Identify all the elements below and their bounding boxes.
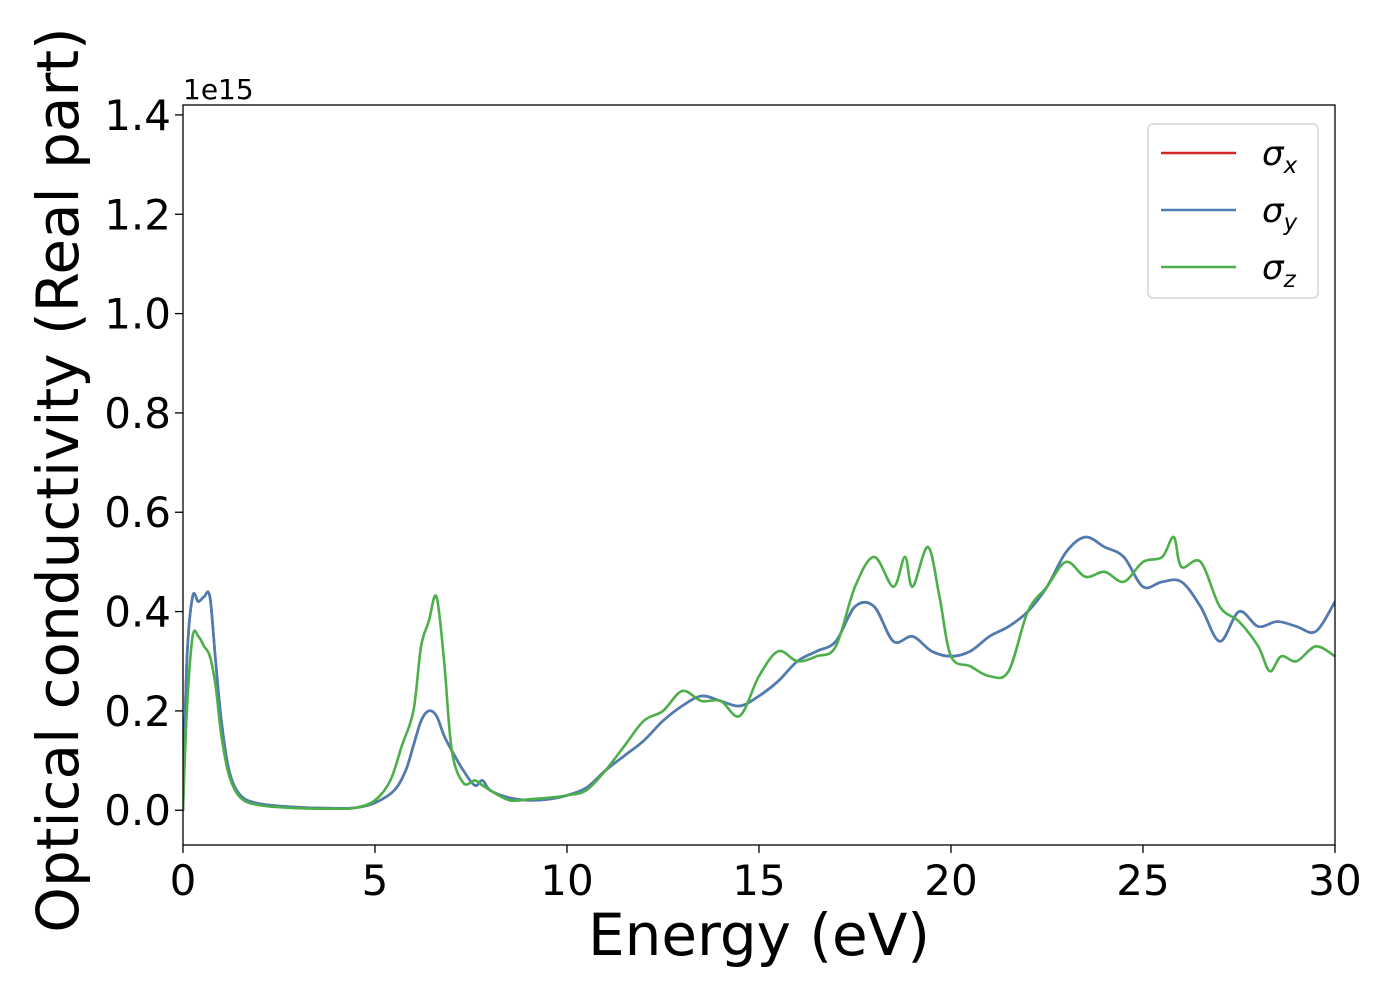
y-axis-offset-label: 1e15 — [183, 73, 254, 106]
y-tick-label: 1.0 — [104, 290, 171, 339]
y-tick-label: 1.2 — [104, 190, 171, 239]
x-tick-label: 20 — [924, 856, 977, 905]
series-line-z — [183, 535, 1335, 812]
y-tick-label: 0.8 — [104, 389, 171, 438]
y-tick-label: 0.0 — [104, 786, 171, 835]
x-tick-label: 10 — [540, 856, 593, 905]
y-tick-label: 0.2 — [104, 687, 171, 736]
x-tick-label: 25 — [1116, 856, 1169, 905]
y-axis-ticks: 0.0 0.2 0.4 0.6 0.8 1.0 1.2 1.4 — [104, 91, 183, 835]
x-axis-ticks: 0 5 10 15 20 25 30 — [170, 845, 1362, 905]
x-tick-label: 15 — [732, 856, 785, 905]
series-group — [183, 535, 1335, 812]
x-tick-label: 5 — [362, 856, 389, 905]
legend-entry-z: σz — [1262, 248, 1297, 293]
y-tick-label: 0.6 — [104, 488, 171, 537]
y-axis-label: Optical conductivity (Real part) — [24, 27, 92, 932]
y-tick-label: 1.4 — [104, 91, 171, 140]
x-tick-label: 30 — [1308, 856, 1361, 905]
x-tick-label: 0 — [170, 856, 197, 905]
y-tick-label: 0.4 — [104, 588, 171, 637]
x-axis-label: Energy (eV) — [588, 901, 930, 969]
